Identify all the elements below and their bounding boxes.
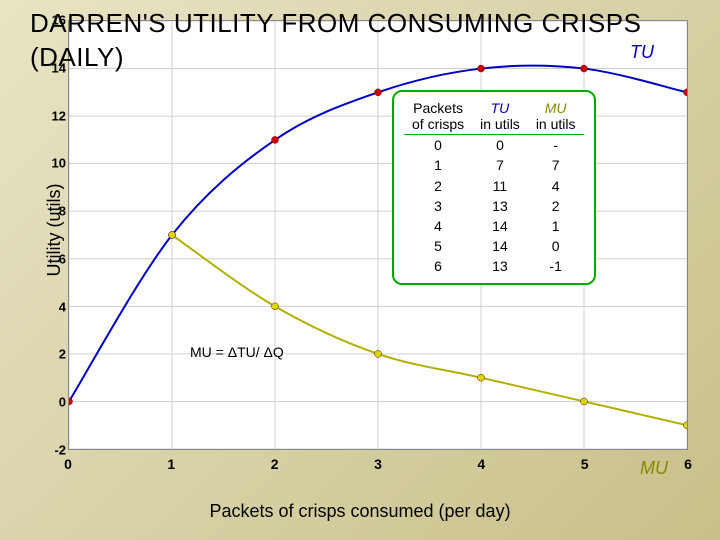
table-cell: 4 bbox=[404, 216, 472, 236]
th-mu-l1: MU bbox=[545, 100, 567, 116]
table-cell: 2 bbox=[404, 176, 472, 196]
x-tick-label: 3 bbox=[374, 456, 382, 472]
y-tick-label: 0 bbox=[40, 395, 66, 410]
table-header-tu: TU in utils bbox=[472, 98, 528, 135]
table-row: 5140 bbox=[404, 236, 584, 256]
th-packets-l2: of crisps bbox=[412, 116, 464, 132]
table-cell: 3 bbox=[404, 196, 472, 216]
table-row: 177 bbox=[404, 155, 584, 175]
table-cell: 6 bbox=[404, 256, 472, 276]
x-tick-label: 0 bbox=[64, 456, 72, 472]
y-axis-label: Utility (utils) bbox=[44, 184, 65, 277]
table-header-mu: MU in utils bbox=[528, 98, 584, 135]
th-tu-l1: TU bbox=[491, 100, 510, 116]
th-packets-l1: Packets bbox=[413, 100, 463, 116]
y-tick-label: -2 bbox=[40, 443, 66, 458]
y-tick-label: 10 bbox=[40, 156, 66, 171]
table-cell: 7 bbox=[528, 155, 584, 175]
page-title-line1: DARREN'S UTILITY FROM CONSUMING CRISPS bbox=[30, 8, 641, 39]
th-tu-l2: in utils bbox=[480, 116, 520, 132]
mu-formula-text: MU = ΔTU/ ΔQ bbox=[190, 344, 284, 360]
table-cell: 0 bbox=[404, 135, 472, 156]
x-tick-label: 1 bbox=[167, 456, 175, 472]
table-row: 2114 bbox=[404, 176, 584, 196]
tu-series-label: TU bbox=[630, 42, 654, 63]
x-tick-label: 5 bbox=[581, 456, 589, 472]
table-cell: 11 bbox=[472, 176, 528, 196]
y-tick-label: 4 bbox=[40, 299, 66, 314]
table-cell: 14 bbox=[472, 216, 528, 236]
x-tick-label: 4 bbox=[477, 456, 485, 472]
table-cell: 0 bbox=[472, 135, 528, 156]
mu-series-label: MU bbox=[640, 458, 668, 479]
table-header-packets: Packets of crisps bbox=[404, 98, 472, 135]
table-row: 4141 bbox=[404, 216, 584, 236]
x-axis-label: Packets of crisps consumed (per day) bbox=[0, 501, 720, 522]
table-cell: 1 bbox=[528, 216, 584, 236]
table-cell: 0 bbox=[528, 236, 584, 256]
y-tick-label: 12 bbox=[40, 108, 66, 123]
table-cell: -1 bbox=[528, 256, 584, 276]
x-tick-label: 6 bbox=[684, 456, 692, 472]
y-tick-label: 2 bbox=[40, 347, 66, 362]
table-cell: 14 bbox=[472, 236, 528, 256]
th-mu-l2: in utils bbox=[536, 116, 576, 132]
table-cell: 13 bbox=[472, 196, 528, 216]
table-cell: - bbox=[528, 135, 584, 156]
table-cell: 2 bbox=[528, 196, 584, 216]
table-cell: 7 bbox=[472, 155, 528, 175]
table-cell: 4 bbox=[528, 176, 584, 196]
table-row: 00- bbox=[404, 135, 584, 156]
table-cell: 5 bbox=[404, 236, 472, 256]
x-axis-ticks: 0123456 bbox=[68, 450, 688, 470]
utility-data-table: Packets of crisps TU in utils MU in util… bbox=[392, 90, 596, 285]
table-cell: 13 bbox=[472, 256, 528, 276]
x-tick-label: 2 bbox=[271, 456, 279, 472]
table-cell: 1 bbox=[404, 155, 472, 175]
table-row: 3132 bbox=[404, 196, 584, 216]
page-title-line2: (DAILY) bbox=[30, 42, 124, 73]
table-row: 613-1 bbox=[404, 256, 584, 276]
